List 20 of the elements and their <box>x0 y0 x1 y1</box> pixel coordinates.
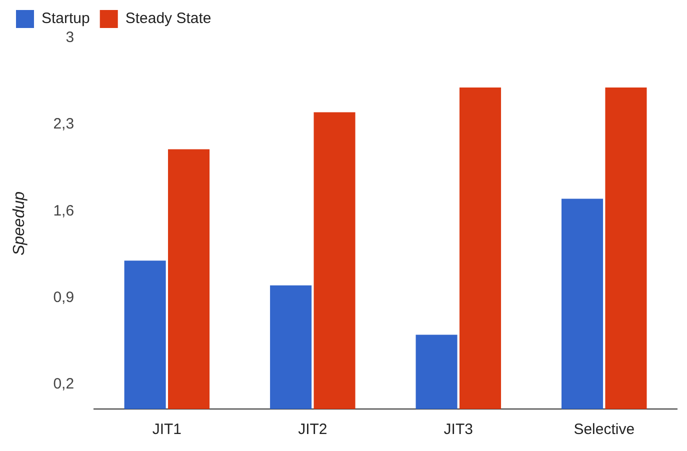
x-tick-label: JIT2 <box>298 421 328 438</box>
y-tick-label: 3 <box>66 29 74 46</box>
bar <box>416 334 458 409</box>
bar <box>314 112 356 409</box>
bar <box>459 87 502 409</box>
x-tick-label: Selective <box>574 421 635 438</box>
y-tick-label: 0,9 <box>53 288 74 306</box>
legend-label: Steady State <box>125 10 212 28</box>
y-axis-title: Speedup <box>11 191 28 256</box>
bar <box>562 198 604 409</box>
y-tick-label: 0,2 <box>53 375 74 392</box>
legend-label: Startup <box>42 10 90 28</box>
x-tick-label: JIT1 <box>152 421 182 438</box>
bar <box>168 149 210 409</box>
bar <box>124 260 166 409</box>
y-tick-label: 1,6 <box>53 202 74 220</box>
bar <box>605 87 647 409</box>
y-tick-label: 2,3 <box>53 116 74 133</box>
bar <box>270 285 312 409</box>
x-tick-label: JIT3 <box>444 421 473 438</box>
